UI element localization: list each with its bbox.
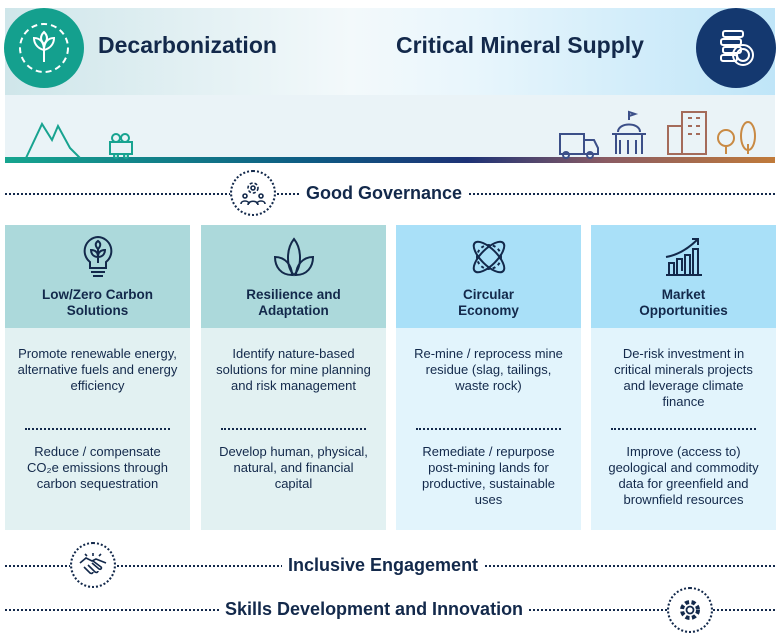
handshake-icon <box>70 542 116 588</box>
circular-orbit-icon <box>472 240 505 274</box>
dotted-separator <box>25 428 170 430</box>
column-title: Circular <box>462 287 514 302</box>
governance-people-gear-icon <box>230 170 276 216</box>
column-body: Identify nature-based solutions for mine… <box>201 328 386 530</box>
column-item-1: De-risk investment in critical minerals … <box>614 346 753 409</box>
column-item-2: Remediate / repurpose post-mining lands … <box>422 444 555 507</box>
column-item-1: Identify nature-based solutions for mine… <box>216 346 371 393</box>
decarbonization-title: Decarbonization <box>98 32 277 58</box>
column-title: Resilience and <box>246 287 341 302</box>
column-title: Opportunities <box>639 303 728 318</box>
column-body: Promote renewable energy, alternative fu… <box>5 328 190 530</box>
gear-icon <box>667 587 713 633</box>
column-header: Market Opportunities <box>591 225 776 328</box>
column-item-2: Reduce / compensate CO₂e emissions throu… <box>27 444 168 491</box>
dotted-separator <box>221 428 366 430</box>
column-title: Market <box>661 287 706 302</box>
leaves-icon <box>273 237 314 277</box>
city-skyline-icon <box>559 110 756 159</box>
mineral-stack-icon <box>696 8 776 88</box>
column-title: Solutions <box>66 303 129 318</box>
inclusive-engagement-label: Inclusive Engagement <box>282 555 485 576</box>
column-item-2: Develop human, physical, natural, and fi… <box>219 444 368 491</box>
column-header: Circular Economy <box>396 225 581 328</box>
dotted-separator <box>611 428 756 430</box>
column-header: Resilience and Adaptation <box>201 225 386 328</box>
column-body: De-risk investment in critical minerals … <box>591 328 776 530</box>
column-title: Low/Zero Carbon <box>42 287 153 302</box>
good-governance-label: Good Governance <box>300 183 469 204</box>
growth-chart-icon <box>665 238 702 276</box>
mountains-minecart-icon <box>25 121 133 159</box>
ground-line <box>5 157 775 163</box>
landscape-area <box>5 95 775 160</box>
column-body: Re-mine / reprocess mine residue (slag, … <box>396 328 581 530</box>
column-header: Low/Zero Carbon Solutions <box>5 225 190 328</box>
critical-mineral-supply-title: Critical Mineral Supply <box>396 32 644 58</box>
skills-development-label: Skills Development and Innovation <box>219 599 530 620</box>
dotted-separator <box>416 428 561 430</box>
column-item-1: Promote renewable energy, alternative fu… <box>17 346 178 393</box>
column-resilience-adaptation: Resilience and Adaptation Identify nature… <box>201 225 386 530</box>
column-title: Economy <box>458 303 519 318</box>
column-title: Adaptation <box>258 303 329 318</box>
decarbonization-icon <box>4 8 84 88</box>
column-market-opportunities: Market Opportunities De-risk investment i… <box>591 225 776 530</box>
column-low-zero-carbon: Low/Zero Carbon Solutions Promote renewab… <box>5 225 190 530</box>
column-circular-economy: Circular Economy Re-mine / reprocess mine… <box>396 225 581 530</box>
column-item-1: Re-mine / reprocess mine residue (slag, … <box>414 346 563 393</box>
column-item-2: Improve (access to) geological and commo… <box>608 444 759 507</box>
lightbulb-plant-icon <box>83 235 112 277</box>
